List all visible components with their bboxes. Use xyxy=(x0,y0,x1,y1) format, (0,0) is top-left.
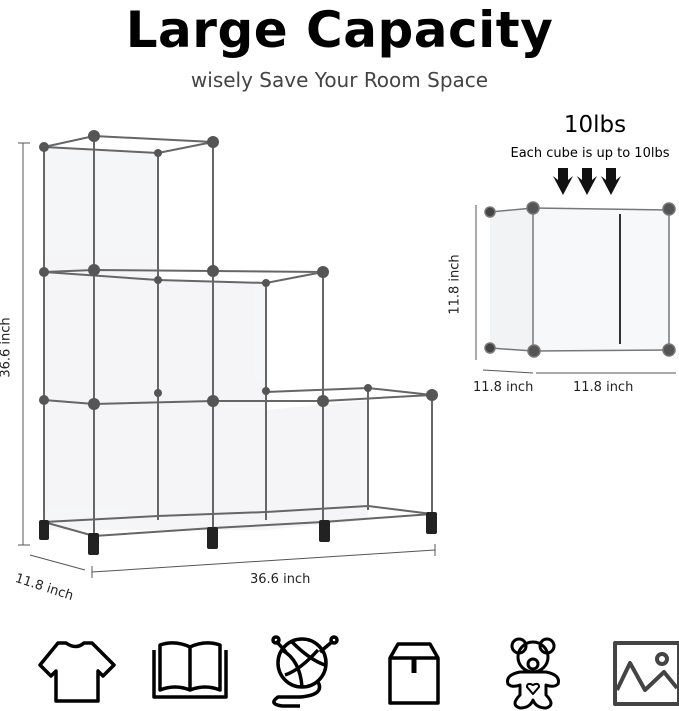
teddy-bear-icon xyxy=(506,637,560,710)
cube-depth-label: 11.8 inch xyxy=(473,380,534,395)
shelf-feet xyxy=(39,512,437,555)
headline: Large Capacity xyxy=(125,1,554,59)
t-shirt-icon xyxy=(38,641,116,703)
book-icon xyxy=(152,641,228,699)
load-capacity: 10lbs xyxy=(563,112,627,138)
connector-dots xyxy=(39,130,438,410)
picture-icon xyxy=(613,641,679,706)
box-icon xyxy=(388,642,440,705)
single-cube xyxy=(475,201,676,374)
load-capacity-note: Each cube is up to 10lbs xyxy=(510,146,670,161)
cube-width-label: 11.8 inch xyxy=(573,380,634,395)
cube-shelf xyxy=(43,134,433,545)
yarn-ball-icon xyxy=(271,635,339,708)
dimension-lines xyxy=(18,142,436,578)
arrow-down-icon xyxy=(553,168,621,195)
shelf-height-label: 36.6 inch xyxy=(0,317,14,378)
cube-height-label: 11.8 inch xyxy=(447,254,463,315)
subheadline: wisely Save Your Room Space xyxy=(190,68,489,92)
shelf-width-label: 36.6 inch xyxy=(250,572,311,587)
